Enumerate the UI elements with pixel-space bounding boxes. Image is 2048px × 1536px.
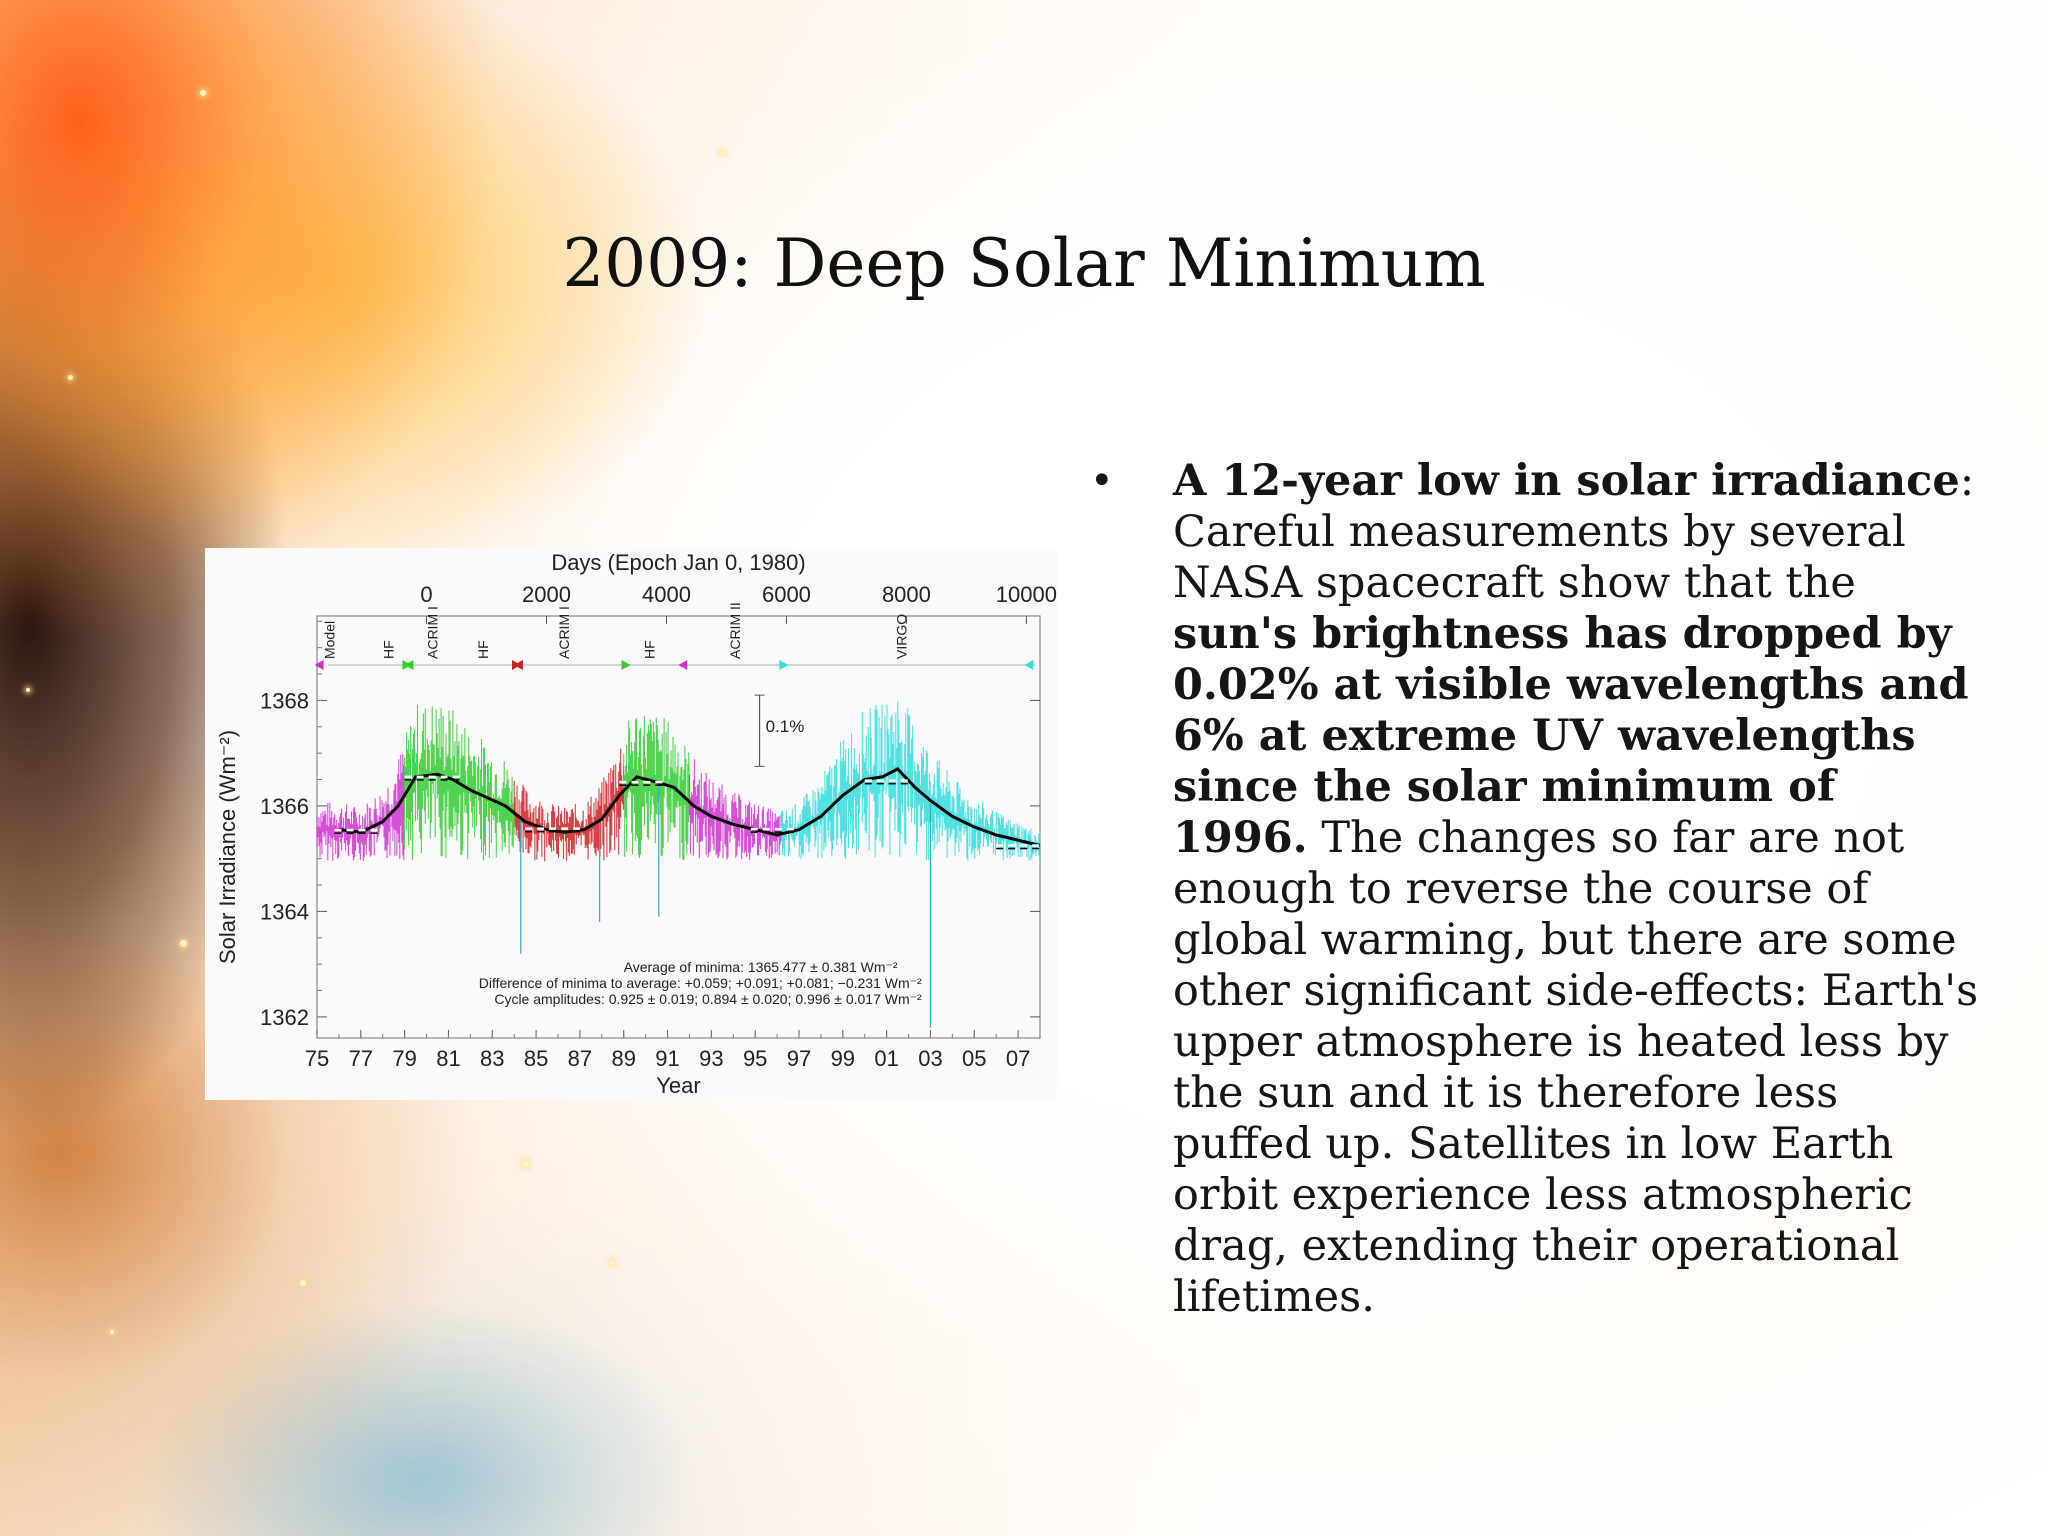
x-tick-label: 87 (568, 1046, 592, 1071)
top-tick-label: 0 (420, 582, 432, 607)
x-tick-label: 07 (1006, 1046, 1030, 1071)
background-star (26, 688, 30, 692)
instrument-arrow-marker (513, 660, 523, 670)
bullet-lead-colon: : (1959, 456, 1975, 506)
x-tick-label: 81 (436, 1046, 460, 1071)
y-tick-label: 1362 (260, 1005, 309, 1030)
top-tick-label: 8000 (882, 582, 931, 607)
solar-irradiance-chart: Days (Epoch Jan 0, 1980) 0 2000 4000 6000 800… (205, 548, 1057, 1100)
instrument-label: VIRGO (893, 614, 909, 659)
instrument-arrow-marker (621, 660, 631, 670)
daily-irradiance-trace (688, 759, 782, 860)
x-tick-label: 89 (611, 1046, 635, 1071)
x-tick-label: 95 (743, 1046, 767, 1071)
background-star (110, 1330, 114, 1334)
background-star (720, 150, 725, 155)
instrument-arrow-marker (678, 660, 688, 670)
x-axis-label: Year (656, 1073, 700, 1098)
instrument-arrow-marker (779, 660, 789, 670)
annotation-cycle-amplitudes: Cycle amplitudes: 0.925 ± 0.019; 0.894 ±… (494, 991, 922, 1007)
instrument-label: HF (641, 640, 657, 659)
x-tick-label: 05 (962, 1046, 986, 1071)
slide-title: 2009: Deep Solar Minimum (562, 225, 1486, 302)
x-tick-label: 83 (480, 1046, 504, 1071)
top-tick-label: 2000 (522, 582, 571, 607)
instrument-label: HF (381, 640, 397, 659)
x-tick-label: 01 (874, 1046, 898, 1071)
bullet-text-1: Careful measurements by several NASA spa… (1173, 507, 1906, 608)
x-tick-label: 97 (787, 1046, 811, 1071)
background-star (180, 940, 187, 947)
bullet-text-2: The changes so far are not enough to rev… (1173, 813, 1979, 1322)
chart-svg: Days (Epoch Jan 0, 1980) 0 2000 4000 6000 800… (215, 550, 1057, 1098)
bullet-lead-bold: A 12-year low in solar irradiance (1173, 456, 1960, 506)
instrument-label: ACRIM I (425, 606, 441, 659)
background-star (300, 1280, 306, 1286)
annotation-difference-minima: Difference of minima to average: +0.059;… (479, 975, 922, 991)
scale-bar-label: 0.1% (766, 717, 805, 736)
x-tick-label: 93 (699, 1046, 723, 1071)
top-tick-label: 6000 (762, 582, 811, 607)
daily-irradiance-trace (623, 716, 690, 861)
x-tick-label: 99 (831, 1046, 855, 1071)
bullet-marker: • (1090, 458, 1114, 504)
y-tick-label: 1368 (260, 688, 309, 713)
annotation-average-minima: Average of minima: 1365.477 ± 0.381 Wm⁻² (624, 959, 898, 975)
daily-irradiance-trace (513, 748, 625, 862)
daily-irradiance-trace (316, 754, 405, 861)
top-axis-label: Days (Epoch Jan 0, 1980) (551, 550, 805, 575)
background-star (522, 1160, 529, 1167)
instrument-label: HF (475, 640, 491, 659)
instrument-arrow-marker (404, 660, 414, 670)
background-star (68, 375, 73, 380)
instrument-arrow-marker (314, 660, 324, 670)
x-tick-label: 85 (524, 1046, 548, 1071)
top-tick-label: 4000 (642, 582, 691, 607)
bullet-item: A 12-year low in solar irradiance: Caref… (1173, 456, 1983, 1323)
instrument-label: ACRIM II (727, 602, 743, 659)
x-tick-label: 03 (918, 1046, 942, 1071)
x-tick-label: 91 (655, 1046, 679, 1071)
instrument-label: ACRIM I (556, 606, 572, 659)
x-tick-label: 75 (305, 1046, 329, 1071)
background-star (610, 1260, 615, 1265)
background-star (200, 90, 206, 96)
x-tick-label: 77 (349, 1046, 373, 1071)
instrument-arrow-marker (1024, 660, 1034, 670)
instrument-label: Model (322, 621, 338, 659)
top-tick-label: 10000 (996, 582, 1057, 607)
y-axis-label: Solar Irradiance (Wm⁻²) (215, 730, 240, 964)
x-tick-label: 79 (392, 1046, 416, 1071)
y-tick-label: 1366 (260, 794, 309, 819)
bullet-bold-middle: sun's brightness has dropped by 0.02% at… (1173, 609, 1969, 863)
y-tick-label: 1364 (260, 899, 309, 924)
